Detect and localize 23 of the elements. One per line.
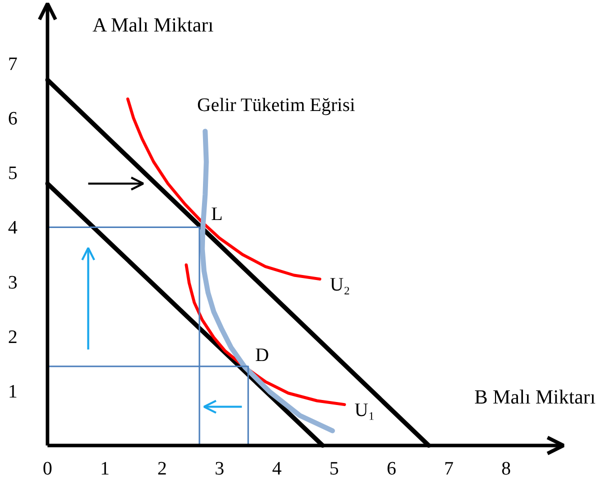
x-tick-label: 4 (272, 458, 282, 480)
y-tick-label: 1 (8, 381, 18, 402)
x-tick-label: 2 (157, 458, 167, 480)
y-tick-label: 2 (8, 326, 18, 348)
series-label: U₁ (354, 400, 375, 422)
y-axis-title: A Malı Miktarı (92, 14, 214, 36)
x-tick-label: 6 (386, 458, 396, 480)
series-label: U₂ (330, 274, 350, 296)
x-tick-label: 8 (501, 458, 511, 480)
y-tick-label: 7 (8, 54, 18, 76)
y-tick-label: 5 (8, 163, 18, 184)
annotation: D (255, 345, 270, 366)
x-tick-label: 1 (100, 458, 110, 480)
annotation: L (211, 204, 223, 226)
y-tick-label: 4 (8, 218, 18, 239)
x-tick-label: 7 (444, 458, 454, 480)
x-tick-label: 0 (42, 458, 52, 480)
y-tick-label: 6 (8, 108, 18, 130)
y-tick-label: 3 (8, 272, 18, 294)
series-label: Gelir Tüketim Eğrisi (197, 95, 356, 116)
x-tick-label: 3 (214, 458, 224, 480)
x-axis-title: B Malı Miktarı (474, 386, 596, 408)
x-tick-label: 5 (329, 458, 339, 480)
